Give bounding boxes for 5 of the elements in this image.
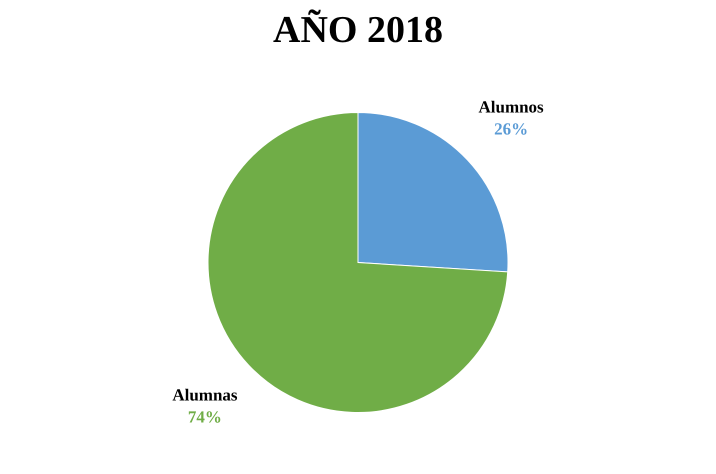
- data-label: 26%: [494, 120, 528, 139]
- slice-label: Alumnos: [478, 98, 544, 117]
- chart-title: AÑO 2018: [273, 9, 443, 51]
- data-label: 74%: [188, 407, 222, 426]
- slice-label: Alumnas: [172, 385, 238, 404]
